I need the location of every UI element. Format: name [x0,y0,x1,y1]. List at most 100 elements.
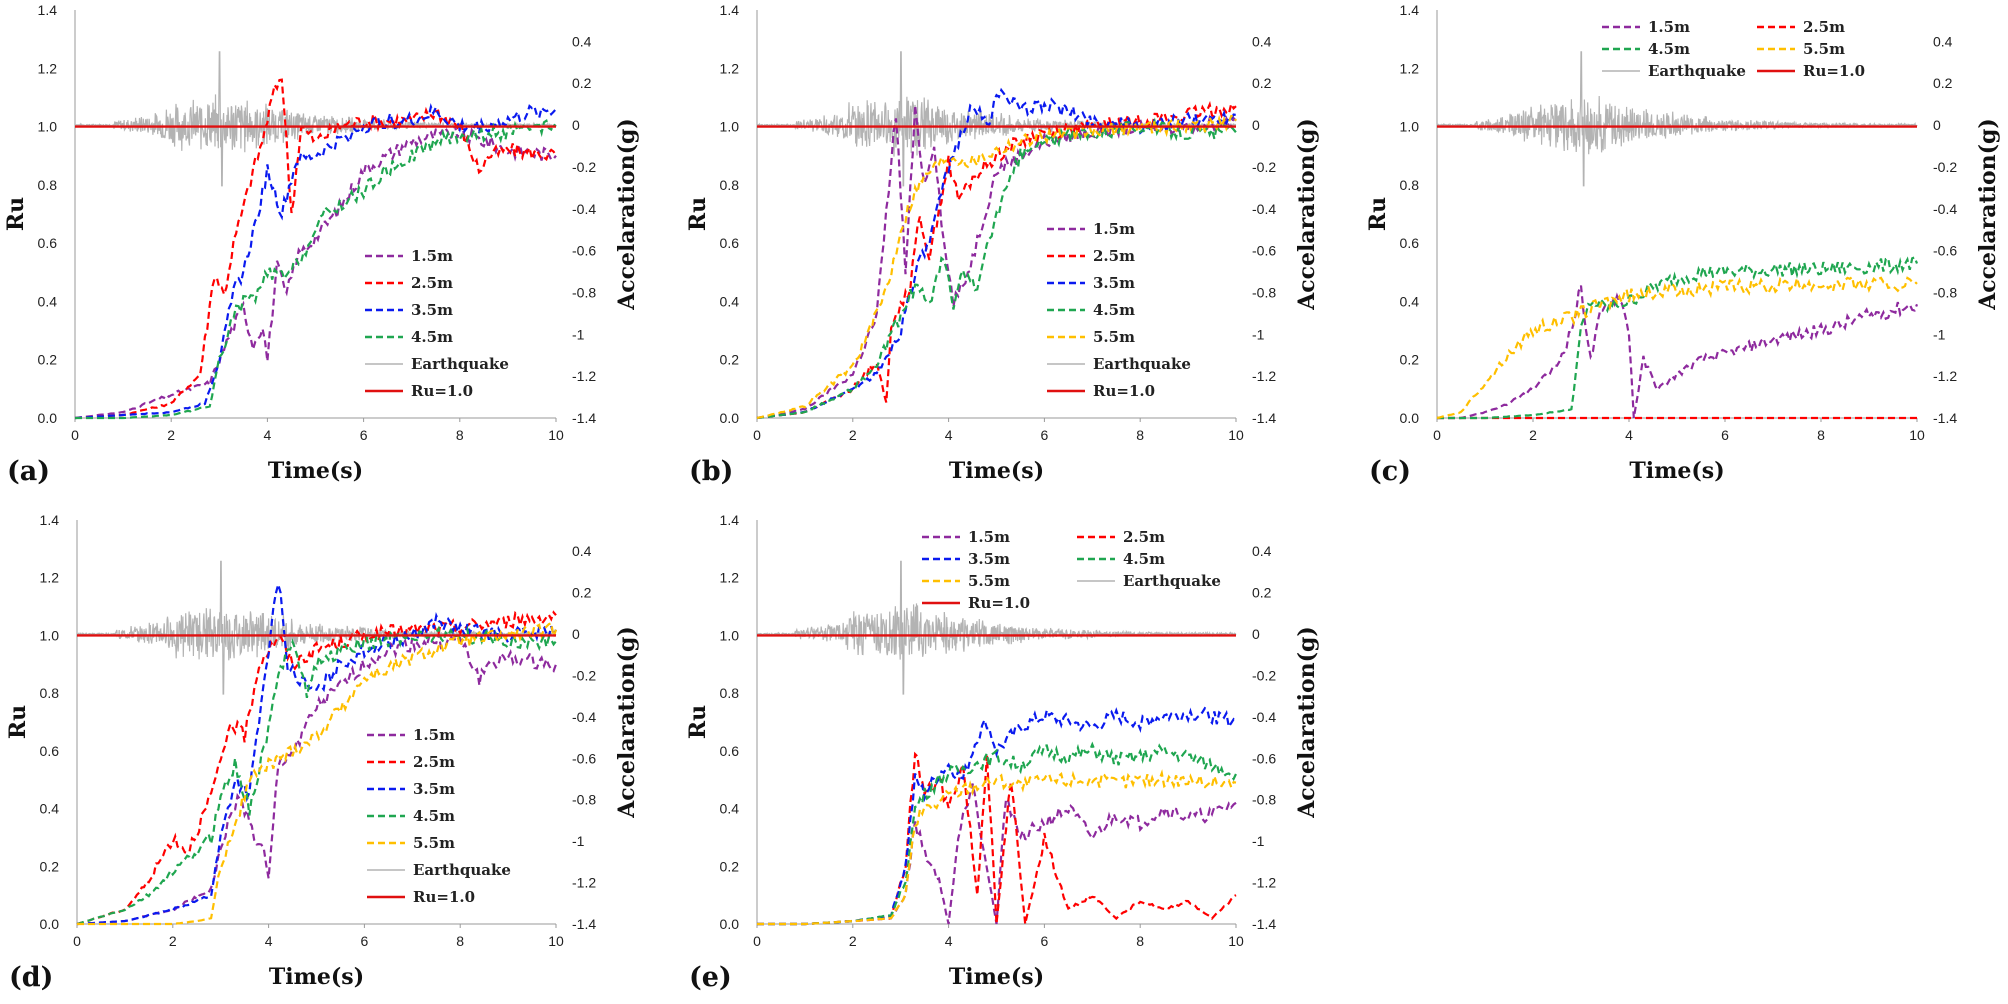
y-tick-label: 0.6 [720,743,740,759]
y-tick-label: 0.6 [38,235,58,251]
legend-entry-label: 5.5m [413,834,455,852]
x-axis-label: Time(s) [949,964,1044,990]
x-tick-label: 8 [1136,933,1144,949]
y-tick-label: 1.0 [40,627,60,643]
y-tick-label: 1.0 [38,119,58,135]
y2-tick-label: -0.4 [1933,201,1957,217]
series-line-4-5m [756,117,1237,420]
y2-tick-label: -0.4 [1252,709,1276,725]
chart-panel: 0 2 4 6 8 10 0.0 0.2 0.4 0.6 0.8 1.0 1.2 1.4 0.4 0.2 0 -0… [1365,2,2001,487]
y2-tick-label: -1.2 [1252,368,1276,384]
y2-tick-label: -0.8 [1933,284,1957,300]
x-tick-label: 8 [1136,427,1144,443]
y2-tick-label: 0 [572,626,580,642]
y2-tick-label: -0.4 [572,709,596,725]
y2-tick-label: -1 [1933,326,1946,342]
series-line-1-5m [74,123,557,420]
earthquake-series [756,51,1237,187]
y2-tick-label: 0 [572,117,580,133]
y-tick-label: 0.4 [720,801,740,817]
x-tick-label: 4 [945,933,953,949]
legend-entry-label: 1.5m [1648,18,1690,36]
y2-tick-label: 0.4 [572,543,592,559]
series-line-5-5m [1436,273,1918,420]
x-axis-label: Time(s) [1629,458,1724,484]
y-tick-label: 0.4 [40,801,60,817]
legend-entry-label: 4.5m [1123,550,1165,568]
y-tick-label: 0.6 [720,235,740,251]
y2-axis-label: Accelaration(g) [1294,626,1320,819]
x-tick-label: 0 [753,427,761,443]
legend-entry-label: 3.5m [413,780,455,798]
legend: 1.5m 2.5m 3.5m 4.5m Earthquake Ru=1.0 [365,247,509,400]
y2-tick-label: -0.8 [1252,284,1276,300]
legend: 1.5m 2.5m 3.5m 4.5m 5.5m Earthquake Ru=1.0 [367,726,511,906]
y-tick-label: 1.0 [720,627,740,643]
y2-tick-label: -1.4 [1252,410,1276,426]
x-tick-label: 6 [1721,427,1729,443]
y2-tick-label: -1.2 [572,875,596,891]
y-tick-label: 1.0 [720,119,740,135]
y2-tick-label: 0.4 [1933,33,1953,49]
x-tick-label: 4 [265,933,273,949]
y-tick-label: 1.2 [720,60,740,76]
y-tick-label: 0.8 [720,685,740,701]
y2-axis-label: Accelaration(g) [1975,118,2001,311]
legend-entry-label: 3.5m [1093,274,1135,292]
x-tick-label: 2 [1529,427,1537,443]
chart-panel: 0 2 4 6 8 10 0.0 0.2 0.4 0.6 0.8 1.0 1.2 1.4 0.4 0.2 0 -0… [3,2,640,487]
x-tick-label: 2 [849,933,857,949]
y-tick-label: 0.0 [38,410,58,426]
legend-entry-label: 2.5m [1093,247,1135,265]
legend-entry-label: Earthquake [411,355,509,373]
x-tick-label: 10 [1228,933,1244,949]
y2-tick-label: -1.4 [1933,410,1957,426]
y2-tick-label: -1.2 [1252,875,1276,891]
x-axis-label: Time(s) [269,964,364,990]
y2-tick-label: -0.2 [1252,667,1276,683]
panel-label: (e) [689,962,732,993]
y-tick-label: 1.2 [40,570,60,586]
series-line-5-5m [757,769,1237,926]
x-tick-label: 0 [71,427,79,443]
legend-entry-label: 1.5m [1093,220,1135,238]
y2-tick-label: 0.2 [1252,75,1272,91]
series-line-2-5m [756,100,1237,420]
x-axis-label: Time(s) [268,458,363,484]
series-line-4-5m [1437,255,1919,420]
y-tick-label: 1.2 [38,60,58,76]
legend-entry-label: 4.5m [1648,40,1690,58]
series-line-4-5m [757,741,1237,926]
y-tick-label: 0.8 [1400,177,1420,193]
series-line-3-5m [76,580,557,926]
y-tick-label: 0.2 [720,352,740,368]
series-line-4-5m [76,625,557,926]
y2-tick-label: -1 [572,326,585,342]
y-tick-label: 1.4 [40,512,60,528]
y-axis-label: Ru [1365,197,1391,231]
legend-entry-label: 2.5m [1123,528,1165,546]
y-tick-label: 0.4 [720,293,740,309]
legend-entry-label: Ru=1.0 [1803,62,1865,80]
y2-tick-label: -1.4 [1252,916,1276,932]
y2-tick-label: -0.2 [572,667,596,683]
y2-tick-label: 0.4 [1252,33,1272,49]
legend-entry-label: Earthquake [1093,355,1191,373]
series-line-3-5m [757,706,1237,926]
legend: 1.5m 2.5m 4.5m 5.5m Earthquake Ru=1.0 [1602,18,1865,80]
y-tick-label: 0.2 [720,858,740,874]
y2-tick-label: 0 [1252,117,1260,133]
y2-tick-label: -1 [1252,833,1265,849]
series-line-4-5m [75,118,557,420]
y2-tick-label: -1.4 [572,410,596,426]
x-tick-label: 4 [945,427,953,443]
legend: 1.5m 2.5m 3.5m 4.5m 5.5m Earthquake Ru=1.0 [922,528,1221,612]
y-tick-label: 1.2 [720,570,740,586]
x-tick-label: 10 [1909,427,1925,443]
y2-tick-label: -1.2 [572,368,596,384]
legend-entry-label: 4.5m [413,807,455,825]
y2-tick-label: -1 [572,833,585,849]
x-tick-label: 6 [1041,427,1049,443]
y-tick-label: 1.4 [720,2,740,18]
y-tick-label: 0.2 [40,858,60,874]
